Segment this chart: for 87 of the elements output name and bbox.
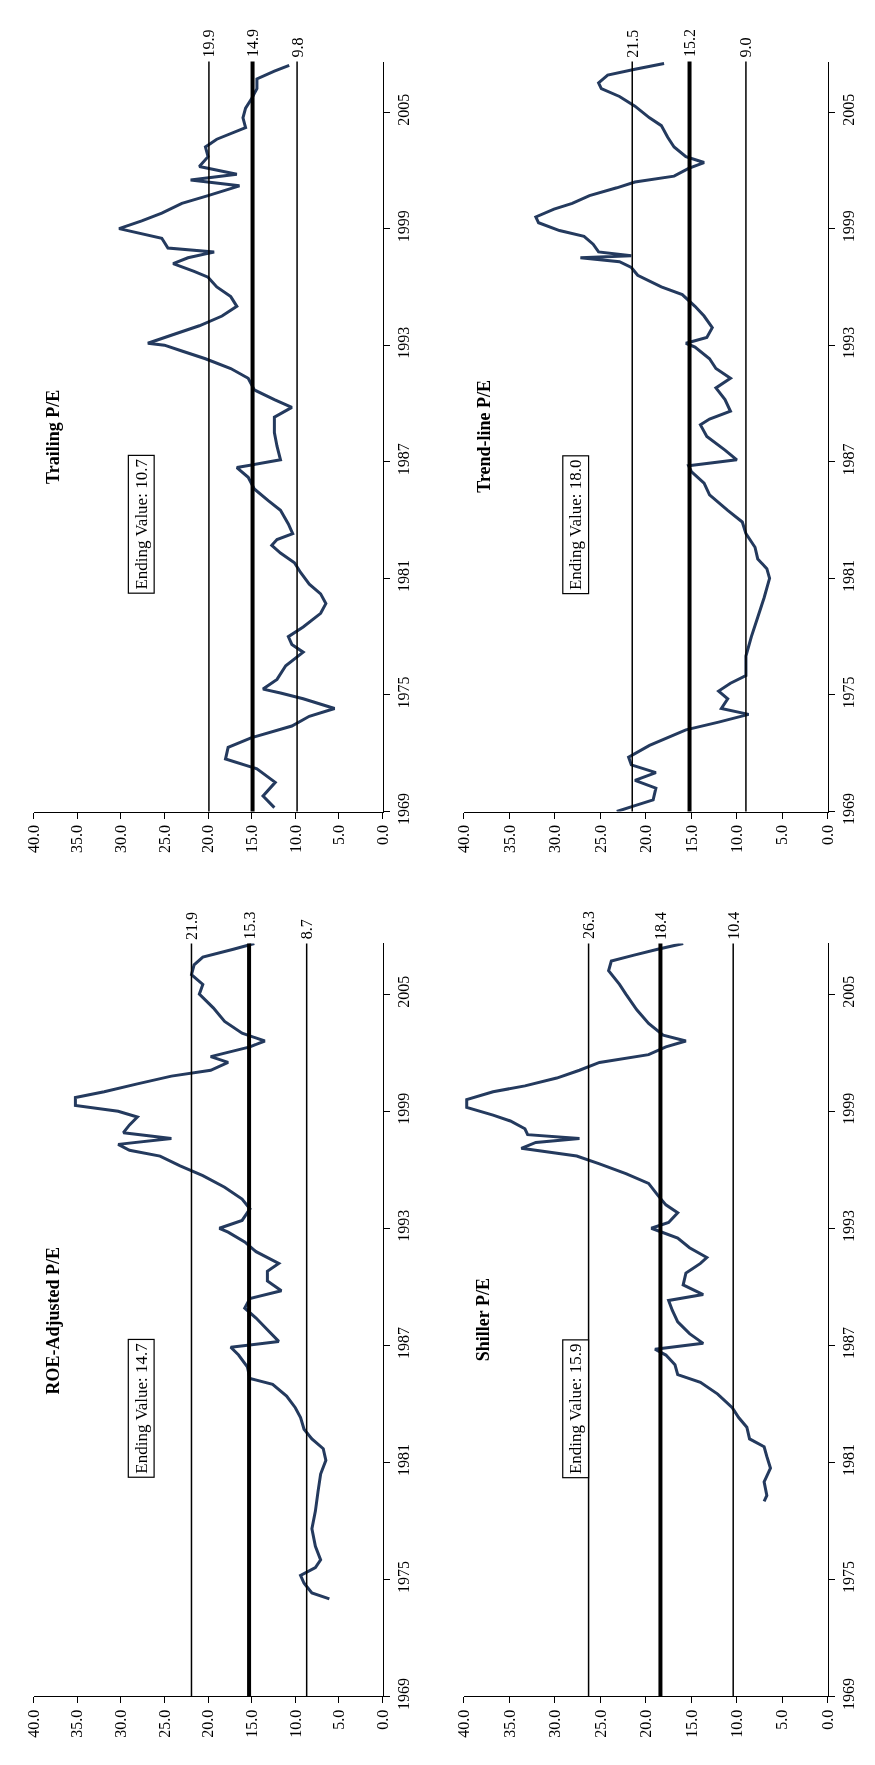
y-tick-label: 1987 [839,443,857,476]
y-tick-label: 2005 [394,975,412,1008]
y-tick-label: 1999 [394,210,412,243]
x-tick-label: 15.0 [242,824,260,853]
y-tick-label: 1969 [839,1678,857,1711]
y-tick-label: 2005 [394,93,412,126]
text: Trailing P/E [42,389,63,485]
ref-line-label: 9.8 [288,37,306,58]
text: ROE-Adjusted P/E [42,1246,63,1395]
x-tick-label: 5.0 [773,1709,791,1730]
y-tick-label: 1999 [839,1092,857,1125]
annotation: Ending Value: 10.7 [131,458,151,590]
y-tick-label: 2005 [839,93,857,126]
ref-line-label: 21.5 [623,29,641,58]
annotation: Ending Value: 14.7 [131,1342,151,1474]
ref-line-label: 14.9 [244,29,262,58]
ref-line-label: 8.7 [298,919,316,940]
x-tick-label: 0.0 [818,1709,836,1730]
x-tick-label: 10.0 [286,824,304,853]
x-tick-label: 0.0 [373,824,391,845]
x-tick-label: 15.0 [682,824,700,853]
x-tick-label: 30.0 [111,824,129,853]
x-tick-label: 30.0 [111,1709,129,1738]
y-tick-label: 1993 [839,1209,857,1242]
x-tick-label: 25.0 [155,824,173,853]
y-tick-label: 1975 [839,676,857,709]
y-tick-label: 1969 [394,793,412,826]
y-tick-label: 1993 [839,326,857,359]
y-tick-label: 1975 [839,1561,857,1593]
ref-line-label: 26.3 [580,911,598,940]
y-tick-label: 1981 [839,559,857,592]
x-tick-label: 25.0 [155,1709,173,1738]
x-tick-label: 5.0 [330,824,348,845]
ref-line-label: 21.9 [183,911,201,940]
y-tick-label: 1987 [839,1326,857,1359]
y-tick-label: 1975 [394,676,412,709]
ref-line-label: 15.2 [681,29,699,58]
line-series [73,943,331,1601]
x-tick-label: 40.0 [24,824,42,853]
x-tick-label: 25.0 [591,824,609,853]
x-tick-label: 40.0 [455,1709,473,1738]
ref-line-label: 19.9 [200,29,218,58]
x-tick-label: 35.0 [68,824,86,853]
y-tick-label: 1981 [839,1443,857,1476]
y-tick-label: 1993 [394,1209,412,1242]
x-tick-label: 20.0 [637,1709,655,1738]
x-tick-label: 20.0 [199,1709,217,1738]
ref-line-label: 15.3 [240,911,258,940]
y-tick-label: 1999 [394,1092,412,1125]
y-tick-label: 2005 [839,975,857,1008]
x-tick-label: 40.0 [24,1709,42,1738]
y-tick-label: 1969 [839,793,857,826]
x-tick-label: 10.0 [728,1709,746,1738]
y-tick-label: 1969 [394,1678,412,1711]
text: Trend-line P/E [473,379,494,493]
ref-line-label: 9.0 [737,37,755,58]
x-tick-label: 35.0 [500,1709,518,1738]
y-tick-label: 1975 [394,1561,412,1593]
x-tick-label: 20.0 [199,824,217,853]
x-tick-label: 35.0 [500,824,518,853]
x-tick-label: 35.0 [68,1709,86,1738]
y-tick-label: 1999 [839,210,857,243]
line-series [465,943,772,1503]
x-tick-label: 40.0 [455,824,473,853]
x-tick-label: 5.0 [330,1709,348,1730]
x-tick-label: 20.0 [637,824,655,853]
x-tick-label: 0.0 [373,1709,391,1730]
ref-line-label: 10.4 [724,911,742,940]
x-tick-label: 10.0 [286,1709,304,1738]
x-tick-label: 30.0 [546,824,564,853]
y-tick-label: 1987 [394,443,412,476]
x-tick-label: 10.0 [728,824,746,853]
ref-line-label: 18.4 [651,911,669,940]
x-tick-label: 15.0 [242,1709,260,1738]
line-series [534,61,772,812]
x-tick-label: 30.0 [546,1709,564,1738]
y-tick-label: 1981 [394,1443,412,1476]
x-tick-label: 0.0 [818,824,836,845]
y-tick-label: 1987 [394,1326,412,1359]
y-tick-label: 1993 [394,326,412,359]
y-tick-label: 1981 [394,559,412,592]
annotation: Ending Value: 18.0 [566,459,586,591]
x-tick-label: 5.0 [773,824,791,845]
x-tick-label: 15.0 [682,1709,700,1738]
annotation: Ending Value: 15.9 [566,1343,586,1475]
x-tick-label: 25.0 [591,1709,609,1738]
text: Shiller P/E [473,1278,494,1362]
